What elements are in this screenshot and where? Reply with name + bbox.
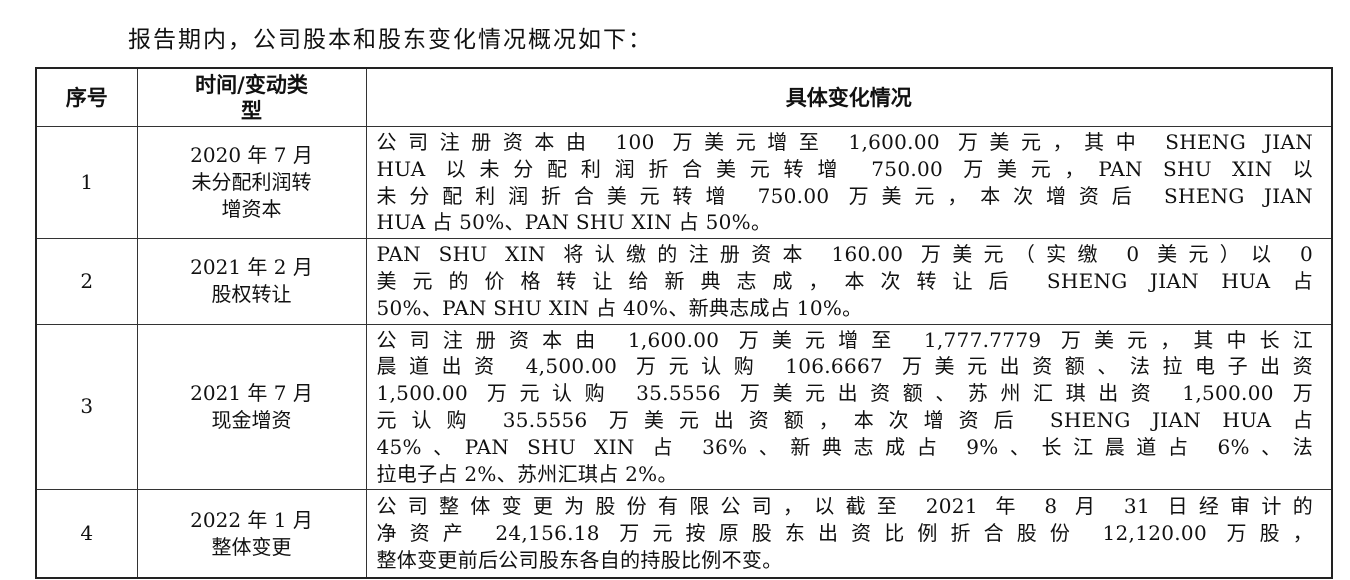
seq-cell: 1	[35, 125, 138, 240]
detail-cell: 公司注册资本由 100 万美元增至 1,600.00 万美元，其中 SHENG …	[365, 125, 1333, 240]
time-line: 整体变更	[211, 534, 292, 559]
detail-line: 晨道出资 4,500.00 万元认购 106.6667 万美元出资额、法拉电子出…	[376, 354, 1313, 379]
detail-line: 元认购 35.5556 万美元出资额，本次增资后 SHENG JIAN HUA …	[376, 407, 1313, 432]
time-cell: 2022 年 1 月整体变更	[136, 489, 367, 579]
detail-line: HUA 以未分配利润折合美元转增 750.00 万美元，PAN SHU XIN …	[376, 156, 1313, 181]
time-line: 增资本	[221, 197, 282, 222]
detail-line: 净资产 24,156.18 万元按原股东出资比例折合股份 12,120.00 万…	[376, 521, 1313, 546]
detail-line: 1,500.00 万元认购 35.5556 万美元出资额、苏州汇琪出资 1,50…	[376, 381, 1313, 406]
time-line: 2021 年 2 月	[190, 255, 313, 280]
time-line: 2022 年 1 月	[190, 507, 313, 532]
header-time-line: 时间/变动类	[195, 72, 308, 97]
detail-cell: 公司注册资本由 1,600.00 万美元增至 1,777.7779 万美元，其中…	[365, 323, 1333, 491]
intro-text: 报告期内，公司股本和股东变化情况概况如下：	[128, 27, 653, 53]
table-header-row: 序号 时间/变动类 型 具体变化情况	[35, 67, 1333, 127]
share-capital-change-table: 序号 时间/变动类 型 具体变化情况 1 2020 年 7 月未分配利润转 增资本公…	[35, 67, 1333, 579]
header-detail: 具体变化情况	[365, 67, 1333, 127]
header-time: 时间/变动类 型	[136, 67, 367, 127]
table-row: 3 2021 年 7 月现金增资 公司注册资本由 1,600.00 万美元增至 1,…	[35, 323, 1333, 491]
detail-line: 公司注册资本由 100 万美元增至 1,600.00 万美元，其中 SHENG …	[376, 130, 1313, 154]
detail-line: 45%、PAN SHU XIN 占 36%、新典志成占 9%、长江晨道占 6%、…	[376, 434, 1313, 459]
detail-cell: 公司整体变更为股份有限公司，以截至 2021 年 8 月 31 日经审计的 净资产…	[365, 489, 1333, 579]
detail-cell: PAN SHU XIN 将认缴的注册资本 160.00 万美元（实缴 0 美元）…	[365, 238, 1333, 325]
header-time-line: 型	[241, 98, 262, 123]
time-line: 未分配利润转	[191, 170, 312, 195]
time-line: 2020 年 7 月	[190, 143, 313, 168]
time-line: 现金增资	[211, 407, 292, 432]
table-row: 1 2020 年 7 月未分配利润转 增资本 公司注册资本由 100 万美元增至 1,…	[35, 125, 1333, 240]
time-cell: 2021 年 7 月现金增资	[136, 323, 367, 491]
detail-line: 拉电子占 2%、苏州汇琪占 2%。	[376, 461, 678, 486]
seq-cell: 4	[35, 489, 138, 579]
detail-line: 50%、PAN SHU XIN 占 40%、新典志成占 10%。	[376, 295, 863, 320]
detail-line: 公司整体变更为股份有限公司，以截至 2021 年 8 月 31 日经审计的	[376, 494, 1313, 519]
header-seq: 序号	[35, 67, 138, 127]
time-line: 股权转让	[211, 282, 292, 307]
detail-line: 整体变更前后公司股东各自的持股比例不变。	[376, 548, 783, 572]
time-cell: 2021 年 2 月股权转让	[136, 238, 367, 325]
detail-line: HUA 占 50%、PAN SHU XIN 占 50%。	[376, 210, 772, 235]
detail-line: 未分配利润折合美元转增 750.00 万美元，本次增资后 SHENG JIAN	[376, 183, 1313, 208]
detail-line: PAN SHU XIN 将认缴的注册资本 160.00 万美元（实缴 0 美元）…	[376, 242, 1313, 267]
seq-cell: 3	[35, 323, 138, 491]
table-row: 4 2022 年 1 月整体变更 公司整体变更为股份有限公司，以截至 2021 年 …	[35, 489, 1333, 579]
detail-line: 美元的价格转让给新典志成，本次转让后 SHENG JIAN HUA 占	[376, 268, 1313, 293]
time-line: 2021 年 7 月	[190, 380, 313, 405]
seq-cell: 2	[35, 238, 138, 325]
detail-line: 公司注册资本由 1,600.00 万美元增至 1,777.7779 万美元，其中…	[376, 327, 1313, 352]
table-row: 2 2021 年 2 月股权转让 PAN SHU XIN 将认缴的注册资本 160.…	[35, 238, 1333, 325]
time-cell: 2020 年 7 月未分配利润转 增资本	[136, 125, 367, 240]
